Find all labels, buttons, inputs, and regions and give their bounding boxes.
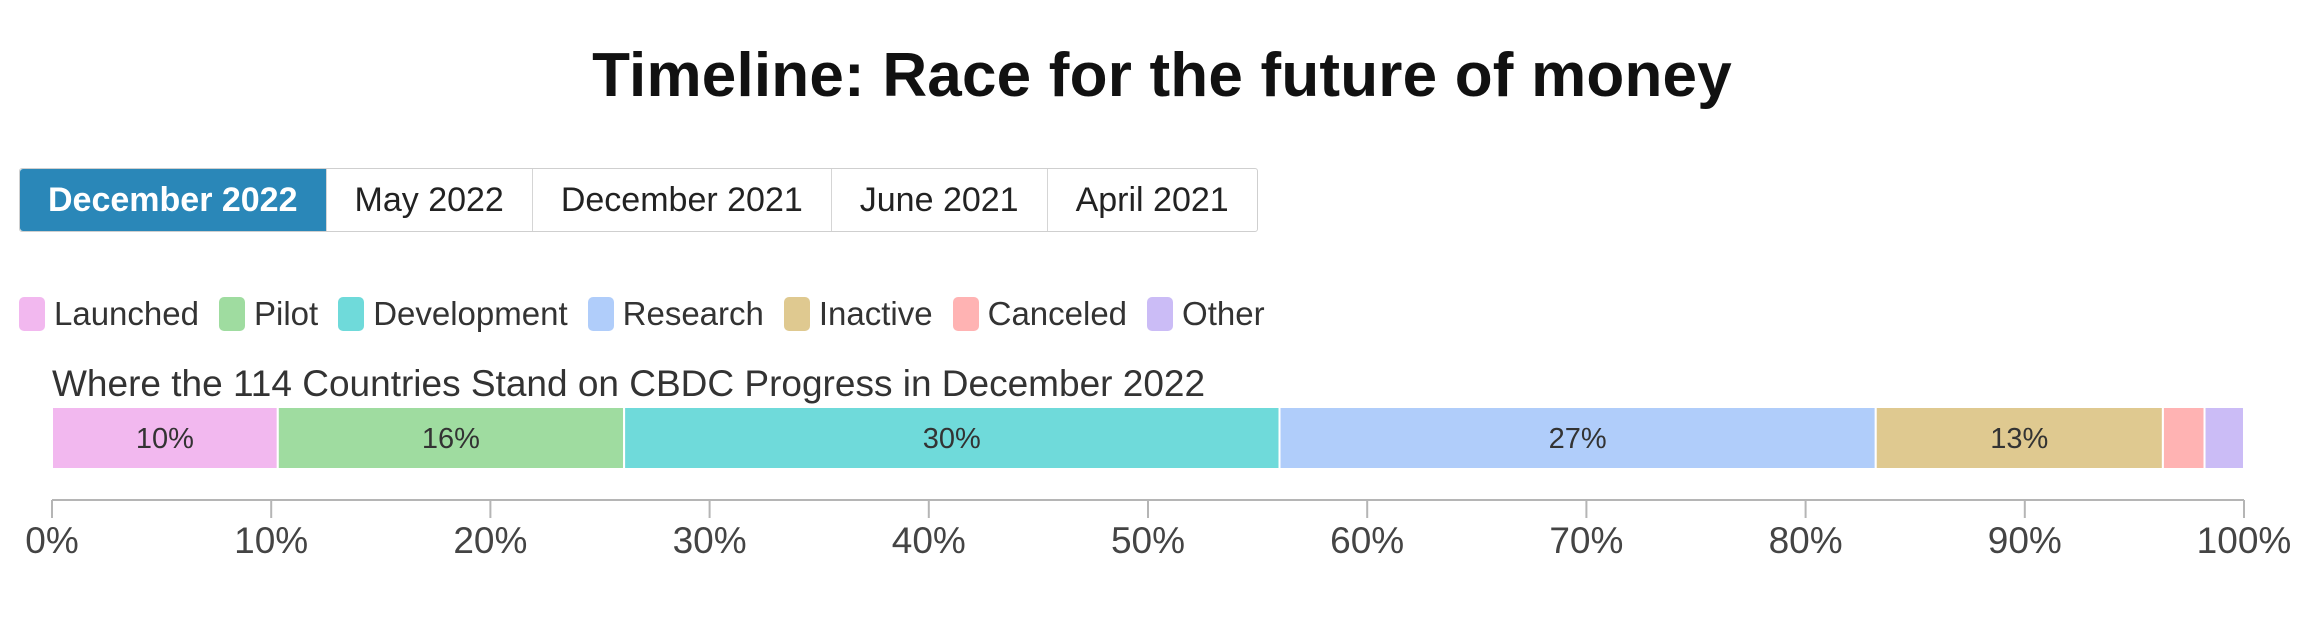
page-title: Timeline: Race for the future of money — [592, 41, 1732, 110]
x-axis-tick-label: 30% — [673, 520, 747, 561]
chart-legend: Launched Pilot Development Research Inac… — [19, 295, 1285, 333]
tab-april-2021[interactable]: April 2021 — [1075, 180, 1229, 219]
legend-swatch-canceled — [952, 297, 979, 331]
x-axis-tick-label: 70% — [1549, 520, 1623, 561]
x-axis-tick-label: 50% — [1111, 520, 1185, 561]
legend-item-research[interactable]: Research — [587, 295, 764, 333]
legend-label: Inactive — [818, 295, 933, 332]
bar-data-label: 27% — [1549, 423, 1607, 455]
x-axis-tick-label: 60% — [1330, 520, 1404, 561]
x-axis-tick-label: 10% — [234, 520, 308, 561]
bar-segment-other[interactable] — [2203, 406, 2245, 470]
bar-data-label: 13% — [1990, 423, 2048, 455]
bar-segment-inactive[interactable] — [1874, 406, 2164, 470]
x-axis-tick-label: 40% — [892, 520, 966, 561]
tab-december-2022[interactable]: December 2022 — [20, 169, 327, 231]
tab-may-2022[interactable]: May 2022 — [327, 169, 533, 231]
legend-label: Development — [373, 295, 568, 332]
x-axis-tick-label: 80% — [1769, 520, 1843, 561]
bar-segment-pilot[interactable] — [276, 406, 626, 470]
legend-label: Pilot — [253, 295, 319, 332]
legend-label: Launched — [54, 295, 199, 332]
tab-june-2021[interactable]: June 2021 — [832, 169, 1048, 231]
legend-label: Research — [622, 295, 764, 332]
stacked-bar-chart: 10% 16% 30% 27% 13% 0% 10% 20% 30% 40% 50% 60% 70% 80… — [25, 406, 2292, 561]
x-axis-tick-label: 100% — [2197, 520, 2292, 561]
legend-item-other[interactable]: Other — [1147, 295, 1265, 333]
bar-segment-development[interactable] — [623, 406, 1281, 470]
bar-data-label: 10% — [136, 423, 194, 455]
chart-title: Where the 114 Countries Stand on CBDC Pr… — [52, 363, 1206, 404]
legend-item-inactive[interactable]: Inactive — [783, 295, 933, 333]
legend-swatch-inactive — [783, 297, 810, 331]
legend-item-launched[interactable]: Launched — [19, 295, 199, 333]
bar-data-label: 30% — [923, 423, 981, 455]
legend-swatch-other — [1147, 297, 1174, 331]
bar-segment-launched[interactable] — [51, 406, 279, 470]
bar-data-label: 16% — [422, 423, 480, 455]
legend-item-development[interactable]: Development — [338, 295, 568, 333]
tab-december-2021[interactable]: December 2021 — [533, 169, 832, 231]
legend-label: Canceled — [987, 295, 1128, 332]
x-axis-tick-label: 20% — [453, 520, 527, 561]
legend-item-canceled[interactable]: Canceled — [952, 295, 1128, 333]
legend-label: Other — [1182, 295, 1265, 332]
legend-swatch-development — [338, 297, 365, 331]
x-axis-tick-label: 0% — [25, 520, 78, 561]
legend-swatch-pilot — [218, 297, 245, 331]
legend-item-pilot[interactable]: Pilot — [218, 295, 319, 333]
x-axis-tick-label: 90% — [1988, 520, 2062, 561]
bar-segment-canceled[interactable] — [2161, 406, 2206, 470]
date-tabs: December 2022 May 2022 December 2021 Jun… — [19, 168, 1258, 232]
legend-swatch-launched — [19, 297, 45, 331]
legend-swatch-research — [587, 297, 614, 331]
